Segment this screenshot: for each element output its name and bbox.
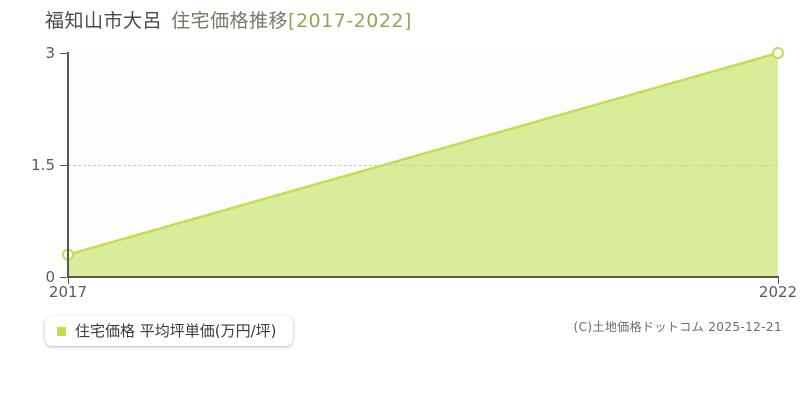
chart-title: 福知山市大呂 住宅価格推移[2017-2022] (45, 9, 412, 33)
x-axis-label-2022: 2022 (758, 283, 798, 301)
data-point-2022[interactable] (772, 47, 784, 59)
x-tick-mark-2022 (778, 278, 779, 284)
y-axis-label-0: 0 (45, 268, 55, 286)
y-axis-label-3: 3 (45, 44, 55, 62)
legend-square-marker-icon (57, 326, 66, 336)
chart-title-range: [2017-2022] (288, 10, 412, 32)
trend-line-housing-price (68, 53, 778, 256)
y-tick-mark-0 (60, 277, 68, 278)
y-tick-mark-3 (60, 53, 68, 54)
y-axis-line (67, 52, 69, 278)
copyright-credit: (C)土地価格ドットコム 2025-12-21 (573, 320, 782, 334)
chart-legend[interactable]: 住宅価格 平均坪単価(万円/坪) (45, 316, 293, 346)
y-axis-label-1-5: 1.5 (31, 156, 55, 174)
x-tick-mark-2017 (68, 278, 69, 284)
gridline-1-5 (68, 165, 778, 166)
legend-item-label: 住宅価格 平均坪単価(万円/坪) (75, 322, 277, 340)
chart-title-metric: 住宅価格推移 (171, 10, 289, 32)
data-point-markers (62, 47, 784, 261)
x-axis-line (67, 276, 779, 278)
y-tick-mark-1-5 (60, 165, 68, 166)
chart-title-region: 福知山市大呂 (45, 10, 163, 32)
x-axis-label-2017: 2017 (48, 283, 88, 301)
